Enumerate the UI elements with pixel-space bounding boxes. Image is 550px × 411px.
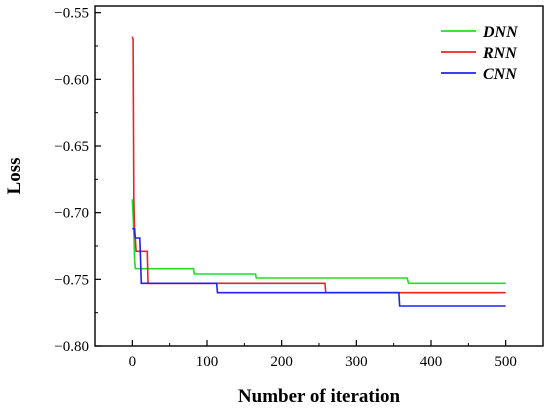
series-layer — [131, 36, 506, 307]
y-tick-label: −0.75 — [54, 272, 89, 288]
legend-label-cnn: CNN — [483, 66, 518, 83]
x-axis-title: Number of iteration — [238, 386, 401, 407]
x-tick-label: 300 — [345, 354, 368, 370]
series-line-rnn — [131, 36, 506, 294]
series-line-cnn — [132, 227, 506, 307]
y-tick-label: −0.55 — [54, 6, 89, 22]
y-tick-label: −0.65 — [54, 139, 89, 155]
x-tick-label: 0 — [129, 354, 137, 370]
y-axis: −0.80 −0.75 −0.70 −0.65 −0.60 −0.55 — [54, 6, 101, 355]
x-tick-label: 100 — [196, 354, 219, 370]
legend-label-dnn: DNN — [482, 24, 519, 41]
y-tick-label: −0.60 — [54, 72, 89, 88]
x-tick-label: 400 — [420, 354, 443, 370]
plot-frame — [94, 5, 544, 347]
y-tick-label: −0.80 — [54, 339, 89, 355]
y-axis-title: Loss — [4, 158, 25, 195]
legend: DNN RNN CNN — [441, 24, 519, 83]
x-tick-label: 200 — [270, 354, 293, 370]
y-tick-label: −0.70 — [54, 206, 89, 222]
legend-label-rnn: RNN — [482, 45, 518, 62]
x-tick-label: 500 — [494, 354, 517, 370]
series-line-dnn — [131, 199, 506, 285]
x-axis: 0 100 200 300 400 500 — [129, 340, 517, 370]
